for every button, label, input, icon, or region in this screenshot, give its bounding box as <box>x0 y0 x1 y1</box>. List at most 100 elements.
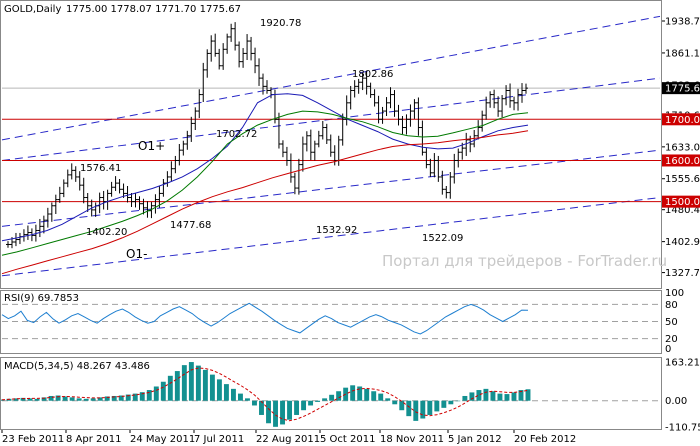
macd-pane-border <box>0 357 662 430</box>
macd-histogram-bar <box>497 393 503 401</box>
price-bar <box>328 134 333 157</box>
price-tick-label: 1402.90 <box>665 237 700 248</box>
macd-histogram-bar <box>469 392 475 401</box>
price-bar <box>197 89 202 119</box>
price-bar <box>280 140 285 158</box>
annotation-label: 1532.92 <box>316 225 357 236</box>
time-tick-label: 18 Nov 2011 <box>380 434 444 445</box>
price-bar <box>6 241 10 248</box>
macd-histogram-bar <box>146 390 152 401</box>
macd-histogram-bar <box>195 365 201 401</box>
price-bar <box>101 190 106 210</box>
time-tick-label: 7 Jul 2011 <box>194 434 244 445</box>
price-bar <box>464 132 469 156</box>
macd-histogram-bar <box>132 393 138 401</box>
price-bar <box>296 158 301 195</box>
main-pane-border <box>0 0 662 289</box>
macd-histogram-bar <box>371 391 377 401</box>
price-bar <box>460 142 465 160</box>
time-tick-label: 8 Apr 2011 <box>66 434 121 445</box>
macd-histogram-bar <box>104 396 110 401</box>
macd-histogram-bar <box>252 400 257 406</box>
price-bar <box>241 48 246 68</box>
macd-histogram-bar <box>209 374 215 401</box>
price-bar <box>253 47 258 74</box>
price-bar <box>245 34 250 60</box>
price-bar <box>404 114 409 135</box>
annotation-label: O1- <box>126 247 147 261</box>
macd-axis-label: 163.21 <box>665 358 700 369</box>
macd-histogram-bar <box>139 392 145 401</box>
price-bar <box>229 23 234 42</box>
macd-histogram-bar <box>427 400 433 415</box>
time-tick-label: 24 May 2011 <box>130 434 195 445</box>
price-bar <box>324 123 329 144</box>
price-bar <box>408 104 413 127</box>
rsi-pane-border <box>0 290 662 354</box>
macd-histogram-bar <box>336 391 342 401</box>
sr-label: 1500.00 <box>665 197 700 208</box>
price-bar <box>396 104 401 126</box>
price-bar <box>292 172 297 195</box>
rsi-axis-label: 50 <box>665 317 678 328</box>
price-axis: 1938.701861.151783.601710.601633.051555.… <box>662 17 700 279</box>
chart-title: GOLD,Daily <box>4 4 61 15</box>
price-bar <box>300 136 305 172</box>
current-price-label: 1775.67 <box>665 84 700 95</box>
sr-label-box <box>662 113 700 126</box>
price-bar <box>221 43 226 70</box>
price-bar <box>380 106 385 124</box>
price-tick-label: 1327.70 <box>665 268 700 279</box>
price-bar <box>312 140 317 161</box>
price-bar <box>25 225 30 240</box>
macd-histogram-bar <box>476 390 482 401</box>
price-bar <box>504 85 509 106</box>
time-tick-label: 23 Feb 2011 <box>2 434 64 445</box>
annotation-label: 1576.41 <box>80 163 121 174</box>
macd-histogram-bar <box>266 400 271 424</box>
price-bar <box>524 83 528 94</box>
macd-histogram-bar <box>83 398 89 401</box>
macd-histogram-bar <box>230 388 236 401</box>
price-bar <box>416 97 421 136</box>
price-bar <box>49 202 54 222</box>
rsi-axis-label: 20 <box>665 334 678 345</box>
price-bar <box>308 129 313 161</box>
macd-histogram-bar <box>97 397 103 401</box>
price-bar <box>121 183 126 198</box>
macd-histogram-bar <box>90 398 96 401</box>
price-bar <box>360 73 365 91</box>
watermark: Портал для трейдеров - ForTrader.ru <box>382 252 667 270</box>
macd-histogram-bar <box>125 394 131 401</box>
macd-histogram-bar <box>518 390 524 401</box>
macd-histogram-bar <box>441 400 447 408</box>
price-bar <box>484 96 489 120</box>
price-bar <box>492 89 497 109</box>
price-bar <box>37 218 42 238</box>
price-bar <box>456 148 461 168</box>
price-bar <box>209 35 214 62</box>
macd-pane <box>0 362 660 427</box>
price-tick-label: 1938.70 <box>665 17 700 28</box>
macd-histogram-bar <box>455 400 461 402</box>
macd-histogram-bar <box>357 386 363 401</box>
sr-label: 1700.00 <box>665 115 700 126</box>
macd-histogram-bar <box>329 394 335 401</box>
price-bar <box>153 194 158 214</box>
macd-histogram-bar <box>392 400 398 405</box>
price-bar <box>129 193 134 207</box>
price-bar <box>173 155 178 174</box>
macd-histogram-bar <box>259 400 264 415</box>
price-bar <box>81 177 86 204</box>
macd-signal-line <box>1 367 529 422</box>
macd-histogram-bar <box>55 395 61 401</box>
price-bar <box>137 196 142 210</box>
price-bar <box>452 153 457 184</box>
price-bar <box>265 80 269 94</box>
price-bar <box>233 22 238 51</box>
price-tick-label: 1633.05 <box>665 142 700 153</box>
price-bar <box>428 158 433 177</box>
macd-histogram-bar <box>76 398 82 401</box>
